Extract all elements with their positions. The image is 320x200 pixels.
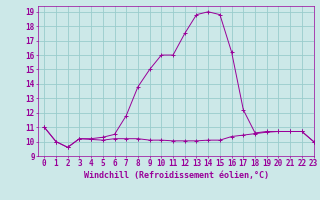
X-axis label: Windchill (Refroidissement éolien,°C): Windchill (Refroidissement éolien,°C) [84, 171, 268, 180]
